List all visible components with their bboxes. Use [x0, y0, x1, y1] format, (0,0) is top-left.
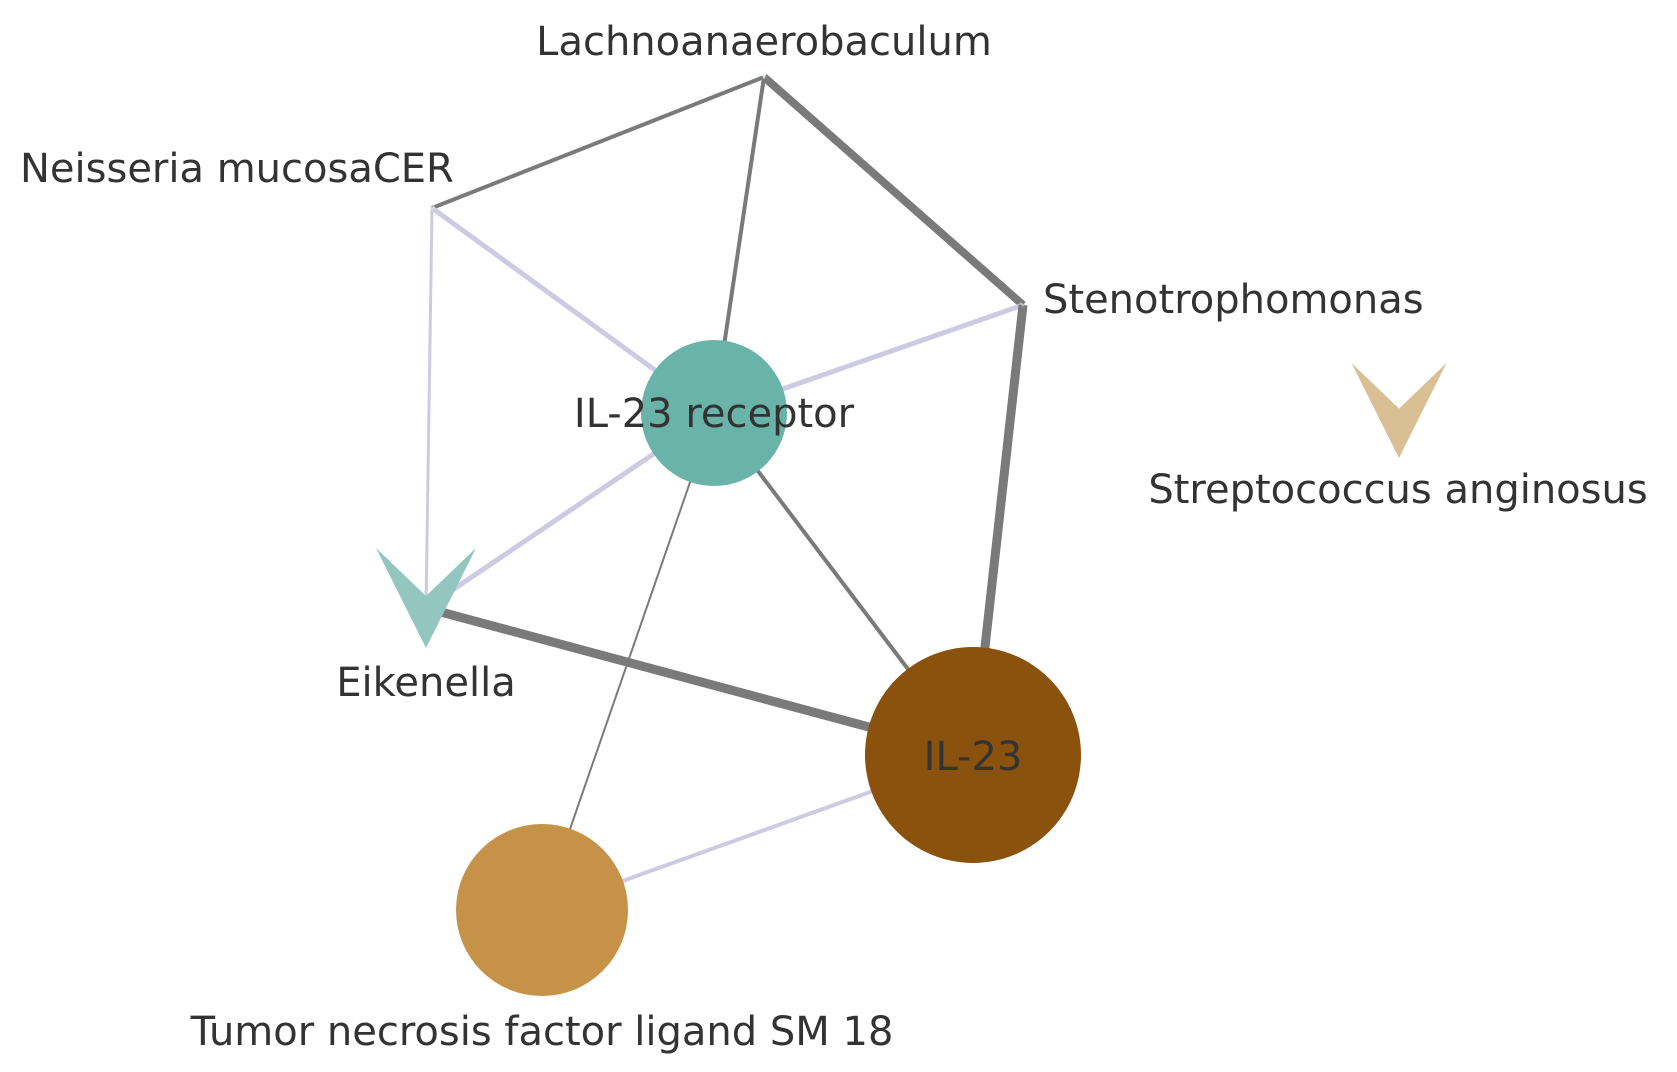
node-il23[interactable] — [865, 647, 1081, 863]
node-tnf_sm18[interactable] — [456, 824, 628, 996]
node-label-il23: IL-23 — [924, 734, 1023, 780]
node-label-neisseria: Neisseria mucosaCER — [20, 146, 454, 192]
edge-lachnoanaerobaculum-neisseria — [431, 75, 765, 210]
node-label-streptococcus: Streptococcus anginosus — [1148, 467, 1647, 513]
node-label-stenotrophomonas: Stenotrophomonas — [1043, 277, 1424, 323]
node-label-eikenella: Eikenella — [336, 660, 515, 706]
node-il23_receptor[interactable] — [641, 340, 787, 486]
edge-neisseria-eikenella — [424, 207, 434, 609]
node-lachnoanaerobaculum[interactable] — [761, 73, 767, 80]
edge-lachnoanaerobaculum-stenotrophomonas — [761, 73, 1026, 309]
node-label-lachnoanaerobaculum: Lachnoanaerobaculum — [536, 19, 992, 65]
node-eikenella[interactable] — [376, 548, 476, 648]
node-stenotrophomonas[interactable] — [1020, 301, 1026, 308]
node-label-il23_receptor: IL-23 receptor — [574, 391, 855, 437]
node-neisseria[interactable] — [429, 204, 435, 211]
node-streptococcus[interactable] — [1351, 363, 1447, 458]
labels-layer: Lachnoanaerobaculum Neisseria mucosaCER St… — [20, 19, 1648, 1055]
node-label-tnf_sm18: Tumor necrosis factor ligand SM 18 — [190, 1009, 894, 1055]
nodes-layer — [376, 73, 1447, 996]
